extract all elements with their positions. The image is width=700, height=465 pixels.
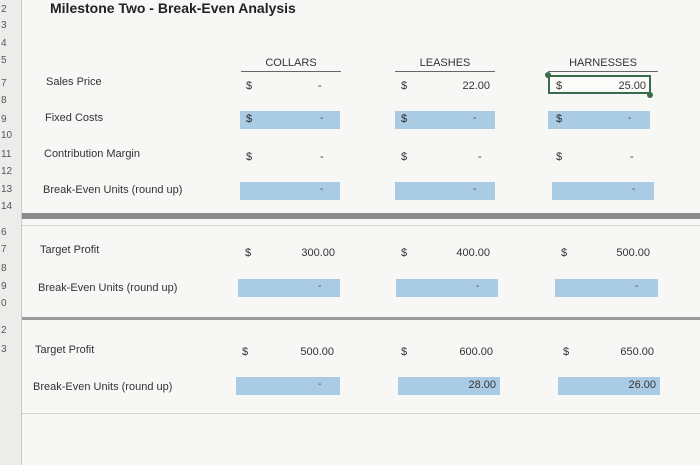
leashes-break-even-cell[interactable]: -	[396, 279, 498, 297]
harnesses-break-even-value: 26.00	[628, 379, 656, 391]
row-number[interactable]: 13	[1, 184, 13, 195]
currency-symbol: $	[561, 247, 568, 259]
cell-dash: -	[318, 379, 322, 390]
collars-fixed-costs-cell[interactable]: - $	[240, 111, 340, 129]
harnesses-contribution-margin[interactable]: -	[630, 151, 634, 163]
collars-target-profit[interactable]: 300.00	[301, 247, 335, 259]
leashes-target-profit[interactable]: 400.00	[456, 247, 490, 259]
currency-symbol: $	[556, 113, 563, 125]
collars-target-profit[interactable]: 500.00	[300, 346, 334, 358]
harnesses-break-even-cell[interactable]: -	[552, 182, 654, 200]
row-number[interactable]: 2	[1, 4, 7, 15]
row-number[interactable]: 5	[1, 55, 7, 66]
cell-dash: -	[320, 113, 324, 124]
currency-symbol: $	[246, 151, 253, 163]
cell-dash: -	[635, 281, 639, 292]
leashes-contribution-margin[interactable]: -	[478, 151, 482, 163]
cell-dash: -	[628, 113, 632, 124]
cell-dash: -	[473, 113, 477, 124]
break-even-units-label: Break-Even Units (round up)	[33, 381, 173, 393]
row-number[interactable]: 4	[1, 38, 7, 49]
row-number[interactable]: 7	[1, 78, 7, 89]
cell-dash: -	[632, 184, 636, 195]
collars-break-even-cell[interactable]: -	[240, 182, 340, 200]
column-header-leashes: LEASHES	[395, 57, 495, 72]
collars-contribution-margin[interactable]: -	[320, 151, 324, 163]
currency-symbol: $	[556, 80, 563, 92]
row-number[interactable]: 2	[1, 325, 7, 336]
target-profit-label: Target Profit	[35, 344, 95, 356]
cell-dash: -	[320, 184, 324, 195]
currency-symbol: $	[246, 113, 253, 125]
section-separator	[22, 213, 700, 219]
collars-break-even-cell[interactable]: -	[236, 377, 340, 395]
harnesses-break-even-cell[interactable]: -	[555, 279, 658, 297]
row-number[interactable]: 9	[1, 281, 7, 292]
selection-handle[interactable]	[647, 92, 653, 98]
leashes-target-profit[interactable]: 600.00	[459, 346, 493, 358]
currency-symbol: $	[246, 80, 253, 92]
break-even-units-label: Break-Even Units (round up)	[38, 282, 178, 294]
row-divider	[22, 413, 700, 414]
leashes-break-even-value: 28.00	[468, 379, 496, 391]
row-number[interactable]: 8	[1, 95, 7, 106]
selection-handle[interactable]	[545, 72, 551, 78]
cell-dash: -	[318, 281, 322, 292]
row-number-gutter	[0, 0, 22, 465]
row-number[interactable]: 0	[1, 298, 7, 309]
harnesses-sales-price[interactable]: 25.00	[618, 80, 646, 92]
currency-symbol: $	[401, 247, 408, 259]
section-separator	[22, 317, 700, 320]
column-header-harnesses: HARNESSES	[548, 57, 658, 72]
leashes-fixed-costs-cell[interactable]: - $	[395, 111, 495, 129]
sheet-title: Milestone Two - Break-Even Analysis	[50, 0, 296, 16]
column-header-collars: COLLARS	[241, 57, 341, 72]
contribution-margin-label: Contribution Margin	[44, 148, 140, 160]
row-number[interactable]: 10	[1, 130, 13, 141]
currency-symbol: $	[401, 80, 408, 92]
row-number[interactable]: 3	[1, 20, 7, 31]
cell-dash: -	[473, 184, 477, 195]
break-even-units-label: Break-Even Units (round up)	[43, 184, 183, 196]
row-number[interactable]: 14	[1, 201, 13, 212]
currency-symbol: $	[563, 346, 570, 358]
currency-symbol: $	[401, 346, 408, 358]
fixed-costs-label: Fixed Costs	[45, 112, 104, 124]
row-number[interactable]: 11	[1, 149, 12, 160]
selected-cell-harnesses-sales-price[interactable]	[548, 75, 651, 94]
harnesses-break-even-cell[interactable]: 26.00	[558, 377, 660, 395]
row-number[interactable]: 6	[1, 227, 7, 238]
currency-symbol: $	[401, 151, 408, 163]
leashes-break-even-cell[interactable]: -	[395, 182, 495, 200]
currency-symbol: $	[242, 346, 249, 358]
target-profit-label: Target Profit	[40, 244, 100, 256]
collars-break-even-cell[interactable]: -	[238, 279, 340, 297]
row-number[interactable]: 9	[1, 114, 7, 125]
row-number[interactable]: 3	[1, 344, 7, 355]
currency-symbol: $	[245, 247, 252, 259]
row-divider	[22, 225, 700, 226]
harnesses-target-profit[interactable]: 650.00	[620, 346, 654, 358]
sales-price-label: Sales Price	[46, 76, 102, 88]
currency-symbol: $	[556, 151, 563, 163]
harnesses-fixed-costs-cell[interactable]: - $	[548, 111, 650, 129]
leashes-sales-price[interactable]: 22.00	[462, 80, 490, 92]
row-number[interactable]: 8	[1, 263, 7, 274]
harnesses-target-profit[interactable]: 500.00	[616, 247, 650, 259]
row-number[interactable]: 12	[1, 166, 13, 177]
row-number[interactable]: 7	[1, 244, 7, 255]
collars-sales-price[interactable]: -	[318, 80, 322, 92]
currency-symbol: $	[401, 113, 408, 125]
cell-dash: -	[476, 281, 480, 292]
leashes-break-even-cell[interactable]: 28.00	[398, 377, 500, 395]
